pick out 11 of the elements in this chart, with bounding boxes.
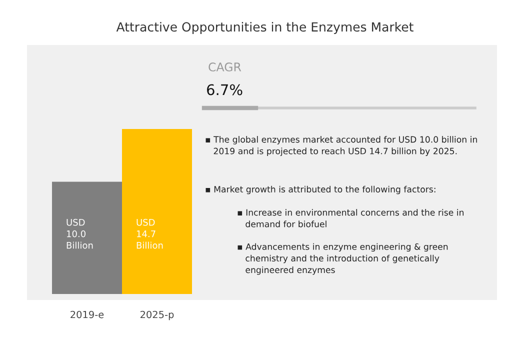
data-label: USD 14.7 Billion [136, 218, 163, 249]
text: 6.7% [207, 84, 242, 96]
text: CAGR [208, 62, 242, 72]
text: ▪ Increase in environmental concerns and the rise in demand for biofuel [238, 209, 464, 228]
text: Attractive Opportunities in the Enzymes Market [116, 22, 414, 34]
data-label: USD 10.0 Billion [66, 218, 93, 249]
x-tick-label: 2019-e [70, 310, 104, 318]
text: ▪ Advancements in enzyme engineering & green chemistry and the introduction of genetically engineered enzymes [238, 243, 448, 275]
text: ▪ The global enzymes market accounted for USD 10.0 billion in 2019 and is projected to reach USD 14.7 billion by 2025. [206, 136, 477, 156]
x-tick-label: 2025-p [140, 310, 174, 320]
text: ▪ Market growth is attributed to the following factors: [206, 186, 436, 194]
